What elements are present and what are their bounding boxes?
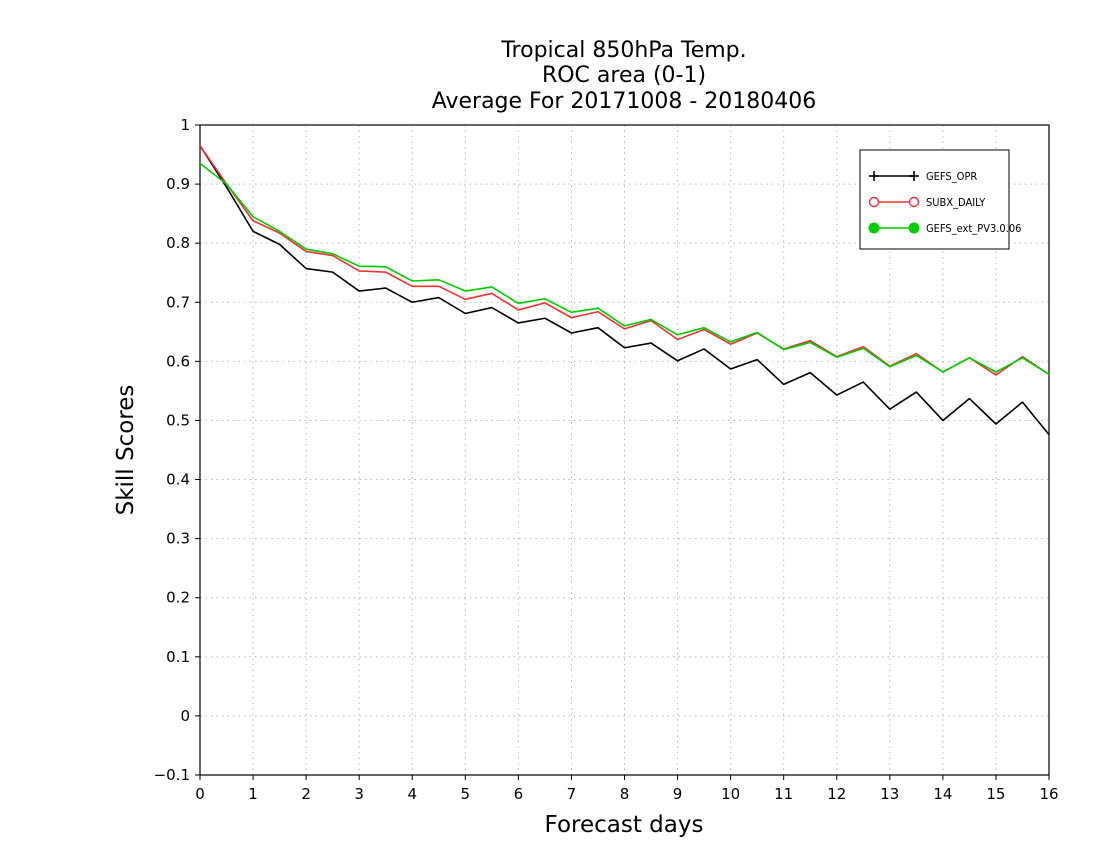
x-axis-ticks: 0 1 2 3 4 5 6 7 8 9 10 11 12 13 14 15 16 <box>195 775 1059 803</box>
legend-marker-filled-circle <box>908 222 920 234</box>
y-tick-label: −0.1 <box>154 766 190 784</box>
x-tick-label: 6 <box>514 785 524 803</box>
title-line-3: Average For 20171008 - 20180406 <box>432 89 817 114</box>
y-tick-label: 0.6 <box>166 352 190 370</box>
grid <box>200 125 1049 775</box>
legend-label-SUBX_DAILY: SUBX_DAILY <box>926 196 986 209</box>
x-tick-label: 12 <box>827 785 846 803</box>
x-tick-label: 8 <box>620 785 630 803</box>
x-tick-label: 9 <box>673 785 683 803</box>
x-tick-label: 10 <box>721 785 740 803</box>
x-tick-label: 7 <box>567 785 577 803</box>
y-tick-label: 0.3 <box>166 530 190 548</box>
x-tick-label: 11 <box>774 785 793 803</box>
series-line-GEFS_OPR <box>199 145 1050 436</box>
y-tick-label: 0.9 <box>166 175 190 193</box>
y-tick-label: 0.4 <box>166 471 190 489</box>
x-tick-label: 15 <box>986 785 1005 803</box>
y-tick-label: 0.7 <box>166 293 190 311</box>
legend-box <box>859 149 1010 250</box>
y-tick-label: 0.8 <box>166 234 190 252</box>
x-tick-label: 13 <box>880 785 899 803</box>
y-tick-label: 0.1 <box>166 648 190 666</box>
legend-marker-filled-circle <box>868 222 880 234</box>
legend-marker-open-circle <box>908 196 920 208</box>
y-tick-label: 0.5 <box>166 411 190 429</box>
x-tick-label: 14 <box>933 785 952 803</box>
x-tick-label: 0 <box>195 785 205 803</box>
series-line-SUBX_DAILY <box>199 145 1050 376</box>
y-tick-label: 0 <box>180 707 190 725</box>
x-tick-label: 4 <box>407 785 417 803</box>
title-line-2: ROC area (0-1) <box>542 63 706 88</box>
y-tick-label: 0.2 <box>166 589 190 607</box>
series-lines <box>199 145 1050 436</box>
x-tick-label: 1 <box>248 785 258 803</box>
x-tick-label: 16 <box>1039 785 1058 803</box>
legend: GEFS_OPR SUBX_DAILY GEFS_ext_PV3.0.06 <box>859 149 1021 250</box>
y-axis-ticks: −0.1 0 0.1 0.2 0.3 0.4 0.5 0.6 0.7 0.8 0.9 1 <box>154 116 200 784</box>
x-tick-label: 3 <box>354 785 364 803</box>
series-line-GEFS_ext_PV3.0.06 <box>199 162 1050 376</box>
x-tick-label: 2 <box>301 785 311 803</box>
chart-title: Tropical 850hPa Temp. ROC area (0-1) Ave… <box>432 38 817 114</box>
title-line-1: Tropical 850hPa Temp. <box>500 38 746 63</box>
x-tick-label: 5 <box>461 785 471 803</box>
y-axis-label: Skill Scores <box>113 385 139 516</box>
y-tick-label: 1 <box>180 116 190 134</box>
legend-items: GEFS_OPR SUBX_DAILY GEFS_ext_PV3.0.06 <box>868 170 1021 235</box>
legend-marker-open-circle <box>868 196 880 208</box>
legend-label-GEFS_ext_PV3.0.06: GEFS_ext_PV3.0.06 <box>926 222 1021 235</box>
x-axis-label: Forecast days <box>545 812 704 838</box>
legend-label-GEFS_OPR: GEFS_OPR <box>926 170 977 183</box>
